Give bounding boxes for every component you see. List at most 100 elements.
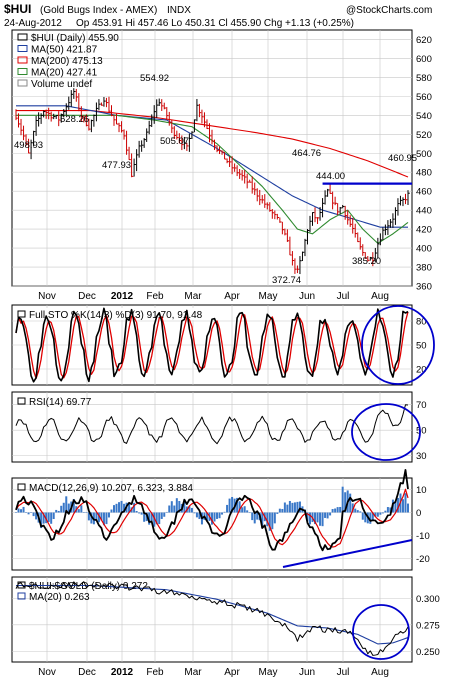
macd-hist-bar (158, 512, 161, 525)
macd-hist-bar (50, 512, 53, 524)
month-label: Mar (184, 291, 202, 302)
ratio-line (15, 581, 409, 656)
macd-hist-bar (324, 512, 327, 518)
macd-hist-bar (107, 512, 110, 518)
month-label: May (259, 667, 278, 678)
macd-hist-bar (163, 512, 166, 517)
macd-hist-bar (123, 503, 126, 513)
macd-hist-bar (261, 512, 264, 529)
macd-hist-bar (72, 498, 75, 513)
macd-hist-bar (319, 512, 322, 526)
y-tick-label: 500 (416, 149, 432, 160)
rsi-highlight-ellipse (351, 403, 421, 461)
month-label: Feb (146, 291, 164, 302)
macd-hist-bar (216, 512, 219, 519)
macd-hist-bar (329, 512, 332, 516)
price-annotation: 464.76 (292, 148, 321, 159)
macd-hist-bar (85, 512, 88, 513)
y-tick-label: 0 (416, 508, 421, 519)
macd-hist-bar (173, 505, 176, 513)
sto-title: Full STO %K(14,3) %D(3) 91.70, 91.48 (29, 310, 203, 321)
price-annotation: 498.93 (14, 140, 43, 151)
y-tick-label: 380 (416, 263, 432, 274)
month-label: 2012 (111, 291, 134, 302)
legend-swatch (17, 79, 28, 87)
legend-label: MA(50) 421.87 (31, 45, 98, 56)
y-tick-label: 50 (416, 341, 427, 352)
macd-hist-bar (102, 512, 105, 526)
macd-hist-bar (135, 510, 138, 513)
macd-hist-bar (90, 512, 93, 524)
macd-hist-bar (314, 512, 317, 525)
macd-hist-bar (266, 512, 269, 527)
legend-swatch (17, 397, 26, 405)
macd-hist-bar (65, 496, 68, 513)
macd-hist-bar (407, 503, 409, 513)
watermark: @StockCharts.com (346, 5, 432, 16)
macd-hist-bar (211, 512, 213, 525)
macd-hist-bar (251, 512, 254, 521)
macd-hist-bar (27, 512, 30, 515)
macd-hist-bar (77, 509, 80, 513)
ratio-legend: $HUI:$GOLD (Daily) 0.272 (29, 581, 148, 592)
macd-hist-bar (221, 512, 224, 515)
exchange-label: INDX (167, 5, 191, 16)
month-label: Jul (337, 667, 350, 678)
legend-swatch (17, 592, 26, 600)
macd-hist-bar (198, 512, 201, 520)
macd-hist-bar (25, 512, 28, 513)
price-annotation: 554.92 (140, 73, 169, 84)
y-tick-label: 400 (416, 244, 432, 255)
price-annotation: 372.74 (272, 275, 301, 286)
macd-hist-bar (281, 508, 284, 513)
macd-hist-bar (354, 508, 357, 513)
y-tick-label: 50 (416, 426, 427, 437)
macd-hist-bar (223, 511, 226, 513)
price-annotation: 385.20 (352, 256, 381, 267)
macd-hist-bar (321, 512, 324, 527)
y-tick-label: 440 (416, 206, 432, 217)
macd-hist-bar (364, 512, 367, 523)
macd-hist-bar (120, 500, 123, 513)
macd-hist-bar (379, 512, 382, 515)
y-tick-label: 30 (416, 451, 427, 462)
macd-hist-bar (183, 499, 186, 513)
date-label: 24-Aug-2012 (4, 18, 62, 29)
macd-hist-bar (376, 512, 379, 517)
legend-label: $HUI (Daily) 455.90 (31, 33, 119, 44)
macd-hist-bar (80, 505, 83, 513)
macd-hist-bar (87, 512, 90, 521)
macd-hist-bar (213, 512, 216, 522)
macd-hist-bar (22, 506, 25, 513)
macd-hist-bar (256, 512, 259, 520)
macd-hist-bar (47, 512, 50, 522)
macd-hist-bar (389, 507, 392, 513)
y-tick-label: 80 (416, 317, 427, 328)
macd-hist-bar (371, 512, 374, 520)
macd-hist-bar (148, 512, 151, 525)
rsi-panel: 70 50 30 RSI(14) 69.77 (11, 391, 427, 463)
macd-hist-bar (296, 501, 299, 513)
legend-swatch (17, 483, 26, 491)
macd-hist-bar (165, 511, 168, 513)
y-tick-label: 360 (416, 282, 432, 293)
y-tick-label: 560 (416, 92, 432, 103)
index-name: (Gold Bugs Index - AMEX) (40, 5, 157, 16)
price-annotation: 444.00 (316, 171, 345, 182)
price-annotation: 505.07 (160, 136, 189, 147)
macd-hist-bar (386, 507, 389, 513)
macd-hist-bar (268, 512, 271, 531)
month-label: Jun (299, 291, 315, 302)
macd-hist-bar (394, 501, 397, 513)
macd-hist-bar (236, 497, 239, 513)
macd-hist-bar (35, 512, 38, 520)
macd-hist-bar (67, 503, 70, 513)
month-label: Feb (146, 667, 164, 678)
ohlc-label: Op 453.91 Hi 457.46 Lo 450.31 Cl 455.90 … (76, 18, 354, 29)
macd-hist-bar (20, 509, 23, 513)
month-label: Dec (78, 291, 96, 302)
month-label: Jul (337, 291, 350, 302)
y-tick-label: 540 (416, 111, 432, 122)
ratio-highlight-ellipse (352, 604, 410, 660)
macd-hist-bar (195, 512, 198, 518)
